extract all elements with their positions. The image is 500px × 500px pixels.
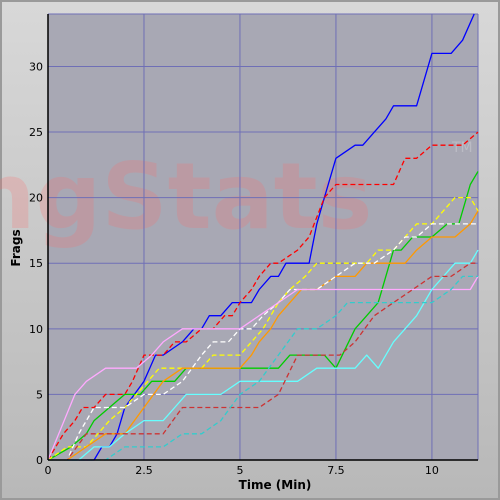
y-tick-label: 0	[36, 454, 43, 467]
y-tick-label: 30	[29, 60, 43, 73]
series-lines	[47, 13, 479, 461]
series-line-10	[48, 275, 478, 461]
series-line-5	[48, 210, 479, 461]
watermark-tm: TM	[451, 140, 473, 156]
y-tick-labels: 0 5 10 15 20 25 30	[29, 60, 43, 467]
series-line-2	[47, 131, 479, 461]
axes	[47, 14, 478, 461]
y-tick-label: 25	[29, 126, 43, 139]
y-tick-label: 5	[36, 388, 43, 401]
y-tick-label: 15	[29, 257, 43, 270]
x-tick-label: 2.5	[135, 464, 153, 477]
grid-lines	[48, 13, 479, 460]
series-line-4	[47, 196, 479, 461]
x-tick-label: 5	[236, 464, 243, 477]
y-tick-label: 10	[29, 323, 43, 336]
watermark-text: ngStats	[0, 143, 372, 250]
x-tick-label: 10	[425, 464, 439, 477]
series-line-6	[48, 223, 478, 461]
x-axis-label: Time (Min)	[239, 478, 312, 492]
series-line-9	[48, 262, 478, 461]
x-tick-labels: 0 2.5 5 7.5 10	[45, 464, 439, 477]
series-line-1	[48, 13, 475, 461]
y-axis-label: Frags	[9, 229, 23, 266]
x-tick-label: 7.5	[327, 464, 345, 477]
series-line-8	[48, 249, 479, 461]
series-line-7	[47, 276, 479, 461]
x-tick-label: 0	[45, 464, 52, 477]
y-tick-label: 20	[29, 192, 43, 205]
series-line-3	[47, 171, 479, 461]
